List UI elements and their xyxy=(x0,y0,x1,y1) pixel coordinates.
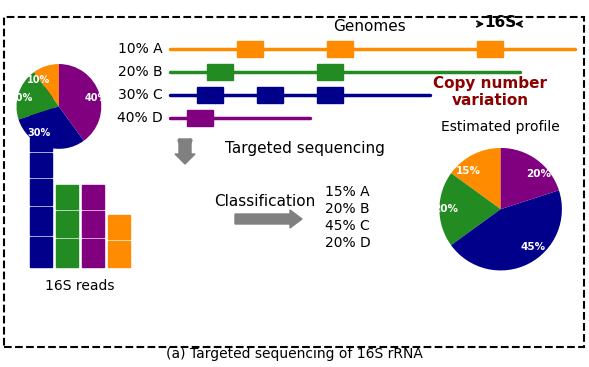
Bar xyxy=(56,185,78,209)
Text: 10%: 10% xyxy=(27,75,51,85)
Bar xyxy=(82,211,104,237)
Text: Estimated profile: Estimated profile xyxy=(441,120,560,134)
Text: 16S: 16S xyxy=(484,15,516,30)
Wedge shape xyxy=(59,64,101,141)
Bar xyxy=(30,237,52,267)
FancyArrow shape xyxy=(235,210,302,228)
Bar xyxy=(30,179,52,205)
Text: 45% C: 45% C xyxy=(325,219,370,233)
Text: Classification: Classification xyxy=(214,195,316,210)
Wedge shape xyxy=(501,148,559,209)
Bar xyxy=(317,87,343,103)
Bar xyxy=(257,87,283,103)
Text: 16S reads: 16S reads xyxy=(45,279,115,293)
Bar xyxy=(30,129,52,151)
Bar xyxy=(197,87,223,103)
Bar xyxy=(108,215,130,239)
Text: 30% C: 30% C xyxy=(118,88,163,102)
Text: 20%: 20% xyxy=(433,204,458,214)
Wedge shape xyxy=(451,148,501,209)
Text: 40%: 40% xyxy=(85,93,108,103)
Text: 20%: 20% xyxy=(526,170,551,179)
Bar xyxy=(56,239,78,267)
Text: Copy number
variation: Copy number variation xyxy=(433,76,547,108)
Text: 20% B: 20% B xyxy=(325,202,370,216)
Text: 20% D: 20% D xyxy=(325,236,370,250)
Wedge shape xyxy=(439,173,501,245)
Wedge shape xyxy=(16,72,59,120)
Bar xyxy=(207,64,233,80)
Wedge shape xyxy=(19,106,84,149)
Bar xyxy=(477,41,503,57)
Text: (a) Targeted sequencing of 16S rRNA: (a) Targeted sequencing of 16S rRNA xyxy=(166,347,422,361)
FancyArrow shape xyxy=(175,139,195,164)
Text: Genomes: Genomes xyxy=(333,19,406,34)
Bar xyxy=(108,241,130,267)
Text: 10% A: 10% A xyxy=(118,42,163,56)
Text: 15% A: 15% A xyxy=(325,185,370,199)
Bar xyxy=(30,207,52,235)
Bar xyxy=(30,153,52,177)
Bar xyxy=(317,64,343,80)
Text: 30%: 30% xyxy=(27,128,51,138)
Bar xyxy=(82,239,104,267)
Text: Targeted sequencing: Targeted sequencing xyxy=(225,142,385,156)
Wedge shape xyxy=(451,190,562,270)
Bar xyxy=(30,107,52,127)
Text: 20%: 20% xyxy=(9,93,32,103)
Wedge shape xyxy=(34,64,59,106)
Bar xyxy=(187,110,213,126)
Bar xyxy=(237,41,263,57)
Bar xyxy=(327,41,353,57)
Text: 40% D: 40% D xyxy=(117,111,163,125)
Text: 45%: 45% xyxy=(520,242,545,252)
Text: 15%: 15% xyxy=(456,166,481,176)
Text: 20% B: 20% B xyxy=(118,65,163,79)
Bar xyxy=(82,185,104,209)
Bar xyxy=(56,211,78,237)
Bar xyxy=(30,87,52,105)
